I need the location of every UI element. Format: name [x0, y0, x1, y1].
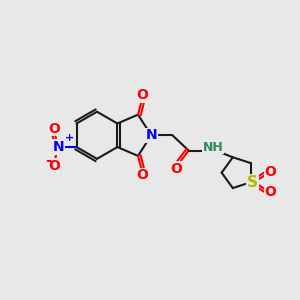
- Text: N: N: [52, 140, 64, 154]
- Text: O: O: [264, 185, 276, 200]
- Text: O: O: [48, 122, 60, 136]
- Text: NH: NH: [202, 141, 223, 154]
- Text: S: S: [247, 175, 258, 190]
- Text: +: +: [65, 133, 74, 142]
- Text: O: O: [48, 159, 60, 172]
- Text: N: N: [146, 128, 157, 142]
- Text: O: O: [264, 165, 276, 179]
- Text: O: O: [136, 168, 148, 182]
- Text: -: -: [45, 153, 52, 168]
- Text: O: O: [136, 88, 148, 102]
- Text: O: O: [170, 162, 182, 176]
